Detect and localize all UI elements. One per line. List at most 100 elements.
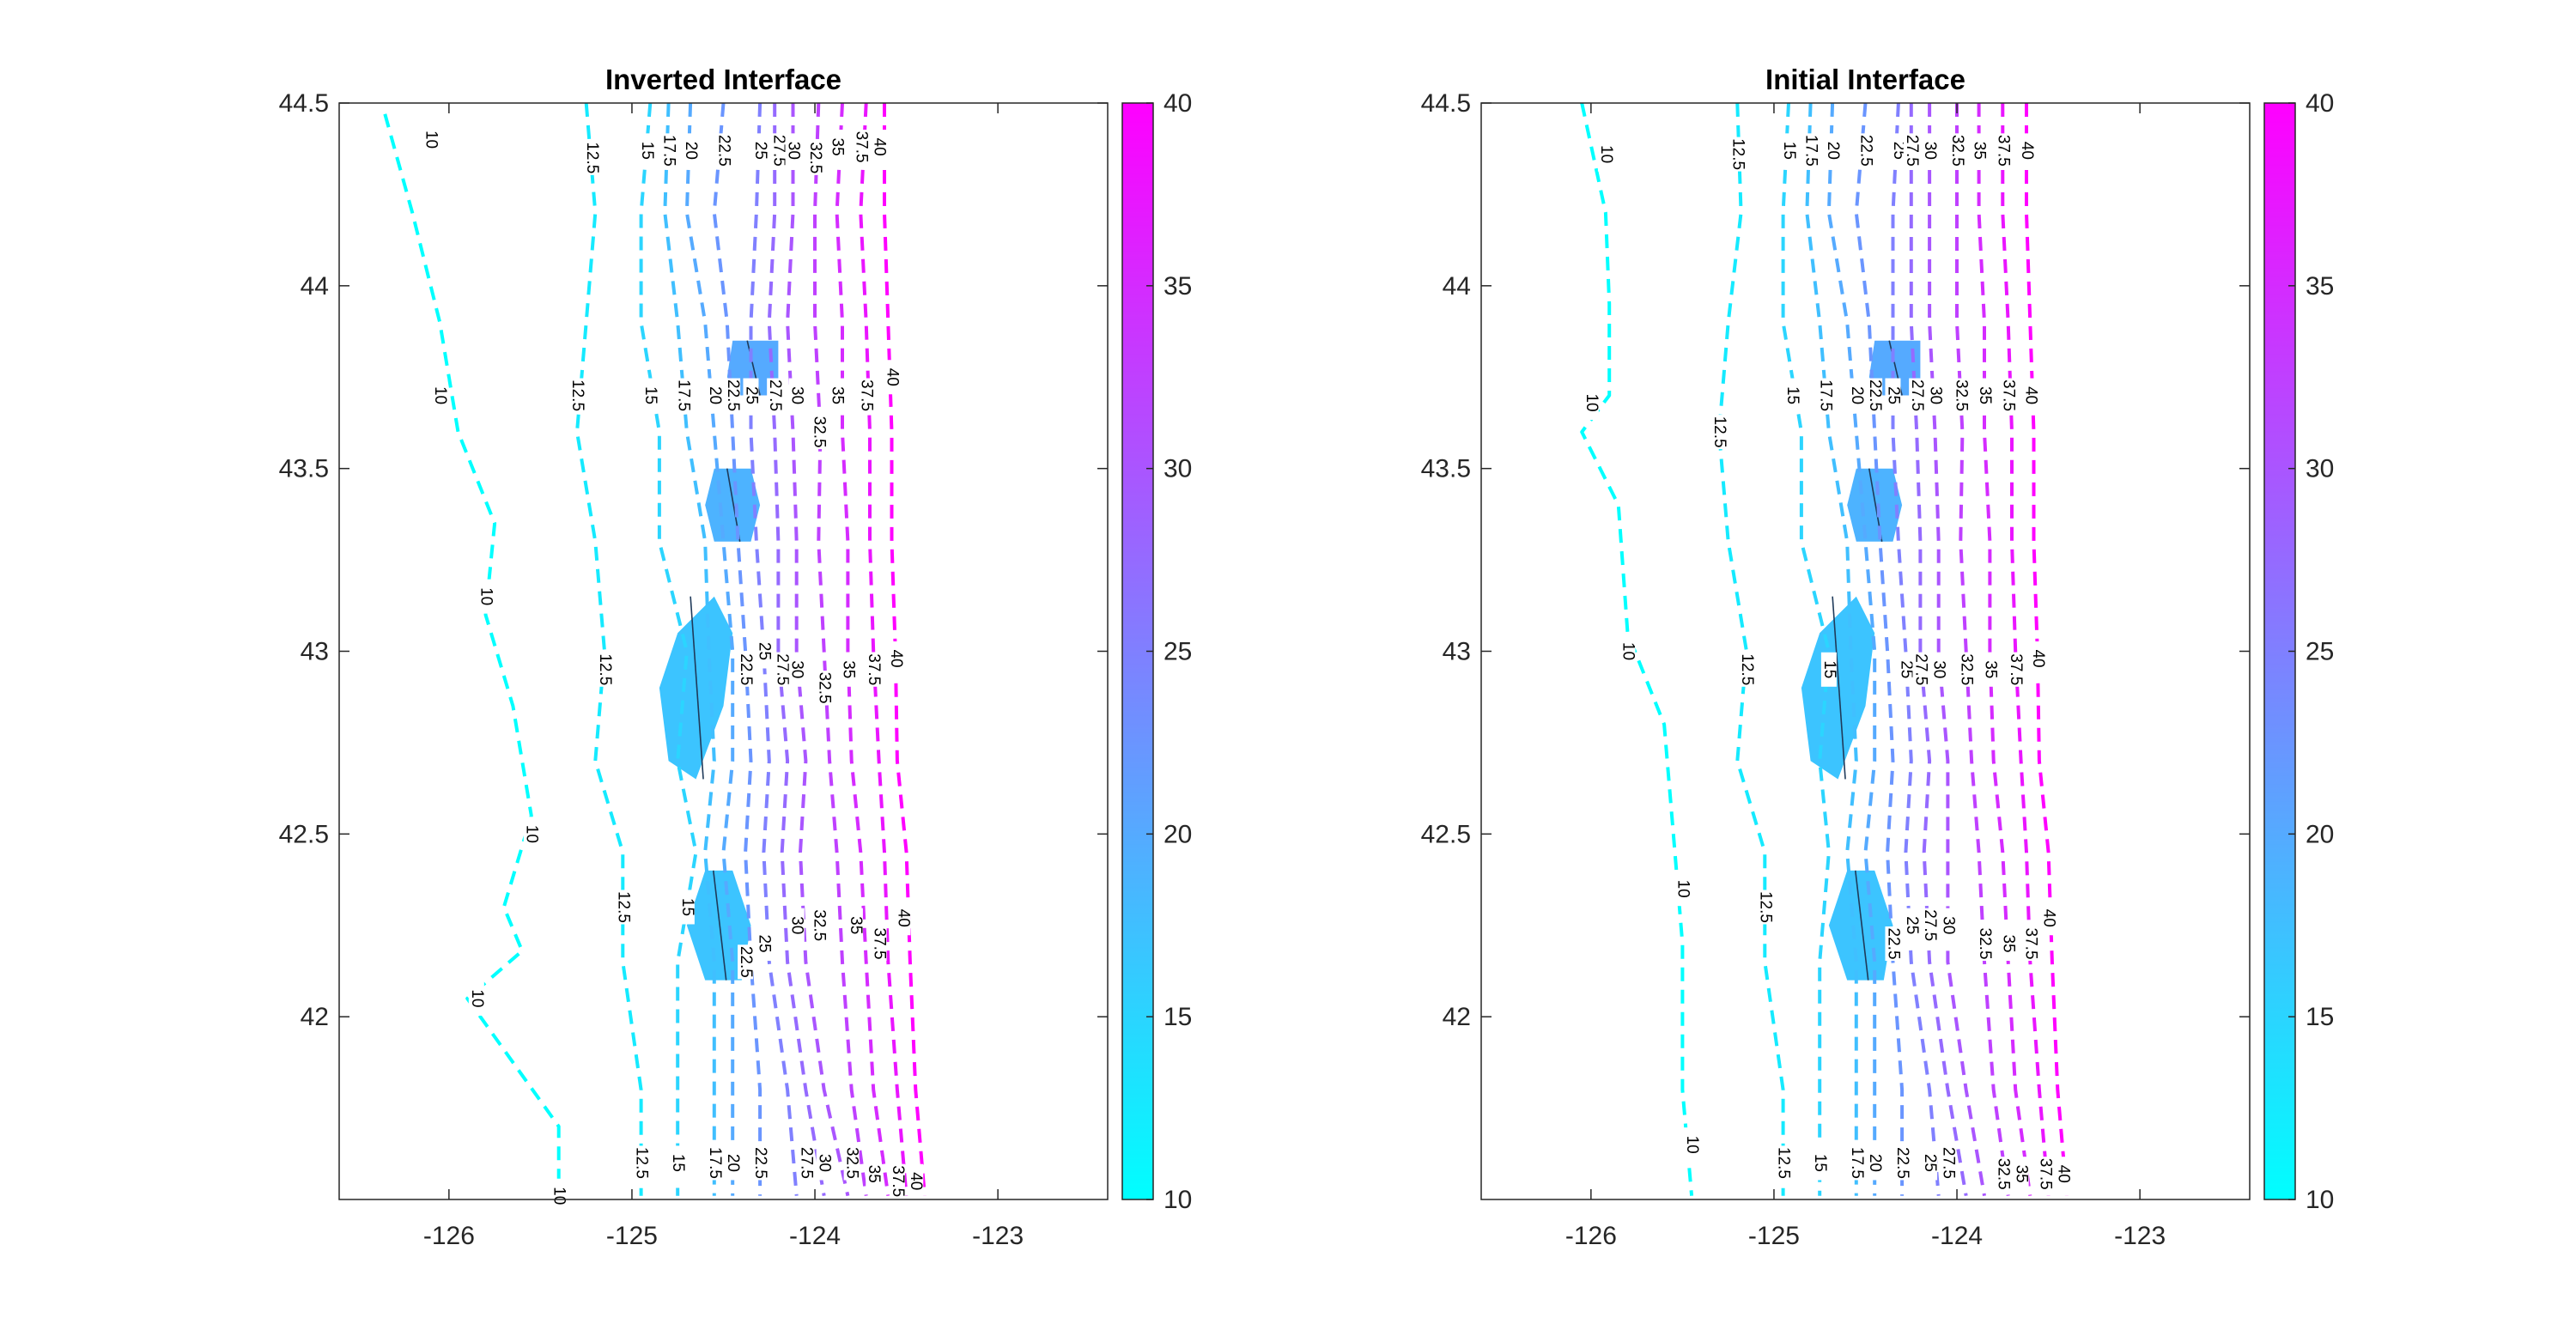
- contour-line-15: [639, 102, 698, 1196]
- contour-label: 37.5: [2036, 1158, 2054, 1190]
- contour-label: 40: [2055, 1165, 2073, 1183]
- contour-label: 25: [755, 934, 773, 952]
- contour-label-bg: [871, 926, 887, 962]
- contour-label: 17.5: [706, 1147, 724, 1179]
- contour-line-10: [1580, 102, 1694, 1196]
- contour-label-bg: [1903, 133, 1919, 168]
- contour-label: 37.5: [852, 131, 870, 163]
- contour-label-bg: [1922, 1145, 1938, 1181]
- contour-label: 40: [2018, 142, 2036, 160]
- contour-label: 32.5: [843, 1147, 861, 1179]
- contour-label-bg: [788, 378, 805, 413]
- contour-label-bg: [706, 1145, 722, 1181]
- contour-label: 15: [1783, 386, 1801, 404]
- contour-label: 22.5: [737, 653, 755, 685]
- contour-label-bg: [1583, 386, 1599, 421]
- contour-label-bg: [1940, 908, 1956, 943]
- contour-label: 20: [1848, 386, 1866, 404]
- contour-line-35: [835, 102, 890, 1196]
- contour-label-bg: [816, 1145, 832, 1181]
- contour-label: 12.5: [614, 891, 632, 923]
- y-tick-label: 43: [301, 638, 329, 666]
- contour-label-bg: [1930, 652, 1947, 687]
- contour-label-bg: [584, 140, 600, 175]
- contour-label: 35: [2013, 1165, 2031, 1183]
- contour-label: 30: [784, 142, 802, 160]
- contour-line-17.5: [663, 102, 716, 1196]
- contour-label: 40: [887, 649, 905, 667]
- contour-label-bg: [1953, 378, 1969, 413]
- contour-label: 20: [724, 1154, 742, 1172]
- contour-label-bg: [1977, 926, 1993, 962]
- y-tick-label: 43.5: [279, 455, 329, 483]
- contour-label-bg: [858, 378, 874, 413]
- contour-label-bg: [725, 1145, 741, 1181]
- filled-patch-2: [1801, 596, 1875, 780]
- contour-label-bg: [633, 1145, 649, 1181]
- contour-label: 22.5: [714, 135, 732, 167]
- contour-label-bg: [1958, 652, 1974, 687]
- contour-label: 10: [422, 131, 440, 149]
- contour-label-bg: [895, 901, 911, 936]
- panel-inverted-interface: 10 10 10 10 10 10 12.5 12.5 12.5 12.5 12.5 15 15 15 15…: [279, 64, 1193, 1250]
- contour-label-bg: [2022, 378, 2038, 413]
- contour-label: 30: [788, 386, 806, 404]
- contour-label-bg: [1784, 378, 1801, 413]
- contour-label: 35: [1971, 142, 1989, 160]
- contour-label-bg: [550, 1178, 567, 1213]
- contour-label-bg: [756, 926, 772, 962]
- contour-label-bg: [887, 641, 903, 677]
- contour-label-bg: [884, 360, 900, 395]
- contour-label: 10: [523, 825, 541, 843]
- contour-label: 15: [1780, 142, 1798, 160]
- contour-label: 10: [1674, 880, 1692, 898]
- contour-label: 15: [641, 386, 659, 404]
- contour-label-bg: [847, 908, 863, 943]
- contour-label-bg: [1894, 1145, 1911, 1181]
- contour-label: 15: [1811, 1154, 1829, 1172]
- x-tick-label: -125: [606, 1222, 658, 1250]
- contour-label-bg: [706, 378, 722, 413]
- contour-label: 32.5: [806, 142, 824, 173]
- contour-label: 22.5: [737, 946, 755, 978]
- contour-line-32.5: [813, 102, 868, 1196]
- contour-label: 25: [751, 142, 769, 160]
- x-tick-label: -123: [2114, 1222, 2166, 1250]
- contour-label-bg: [2055, 1157, 2071, 1192]
- y-tick-label: 44.5: [1421, 89, 1471, 118]
- contour-label: 40: [2021, 386, 2039, 404]
- y-tick-label: 44: [301, 272, 329, 301]
- contour-label-bg: [1867, 1145, 1883, 1181]
- filled-patch-3: [686, 870, 751, 981]
- contour-line-37.5: [2001, 103, 2050, 1196]
- contour-label: 17.5: [1802, 135, 1820, 167]
- contour-line-27.5: [1909, 103, 1968, 1197]
- contour-label-bg: [1909, 378, 1925, 413]
- contour-label: 40: [2040, 909, 2058, 927]
- contour-label-bg: [1977, 378, 1993, 413]
- contour-label: 32.5: [1976, 928, 1994, 960]
- contour-label-bg: [1995, 1157, 2011, 1192]
- contour-label: 37.5: [871, 928, 889, 960]
- contour-label-bg: [569, 378, 586, 413]
- patch-contour-line-3: [712, 870, 727, 981]
- contour-label-bg: [2037, 1157, 2053, 1192]
- contour-label: 22.5: [724, 380, 742, 411]
- contour-label-bg: [770, 133, 787, 168]
- contour-label: 22.5: [1866, 380, 1884, 411]
- colorbar-tick-label: 35: [1163, 272, 1192, 301]
- contour-label-bg: [1890, 133, 1906, 168]
- colorbar-tick-label: 30: [2306, 455, 2334, 483]
- contour-line-37.5: [859, 102, 908, 1196]
- colorbar-tick-label: 20: [2306, 820, 2334, 848]
- filled-patch-2: [659, 596, 733, 780]
- contour-label: 10: [1597, 145, 1615, 163]
- contour-label-bg: [788, 908, 805, 943]
- contour-label-bg: [683, 133, 699, 168]
- contour-label: 35: [865, 1165, 883, 1183]
- contour-label-bg: [1949, 133, 1965, 168]
- contour-label: 12.5: [1728, 138, 1747, 170]
- contour-label-bg: [866, 1157, 882, 1192]
- chart-title: Initial Interface: [1765, 64, 1965, 95]
- contour-label: 32.5: [810, 416, 828, 448]
